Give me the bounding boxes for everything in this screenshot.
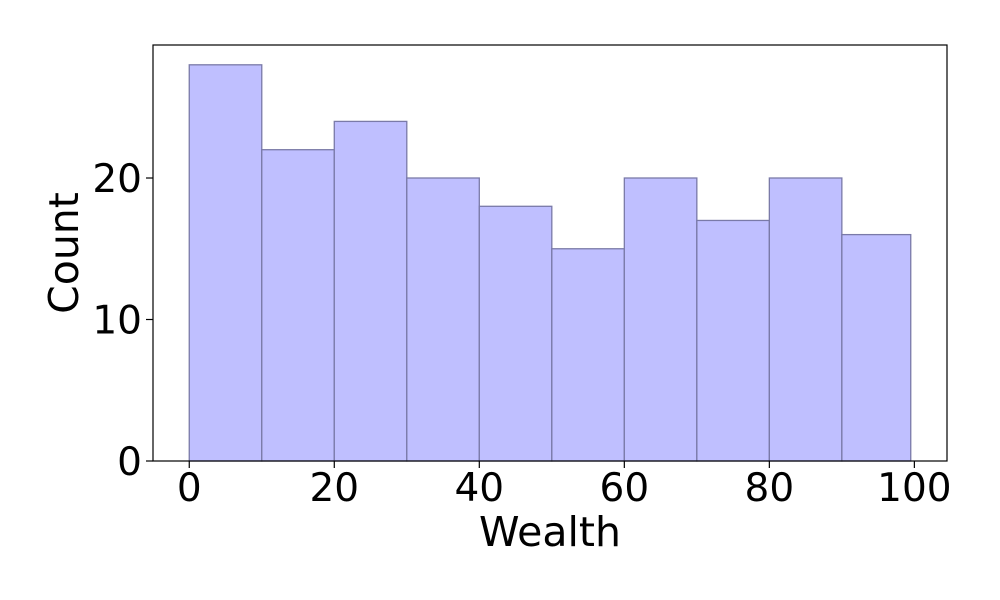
x-axis-title: Wealth: [479, 508, 621, 556]
histogram-bar-9: [841, 233, 912, 462]
histogram-bar-4: [478, 205, 553, 462]
histogram-bar-1: [261, 149, 335, 462]
histogram-bar-5: [551, 248, 625, 462]
x-tick-label-4: 80: [745, 466, 795, 511]
y-tick-label-1: 10: [92, 299, 142, 344]
x-tick-label-2: 40: [454, 466, 504, 511]
y-tick-label-0: 0: [117, 440, 142, 485]
x-tick-label-3: 60: [600, 466, 650, 511]
x-tick-label-1: 20: [309, 466, 359, 511]
histogram-bar-7: [696, 219, 770, 462]
y-tick-label-2: 20: [92, 157, 142, 202]
histogram-bar-6: [623, 177, 698, 462]
histogram-bar-3: [406, 177, 480, 462]
x-tick-label-0: 0: [177, 466, 202, 511]
histogram-bar-8: [768, 177, 843, 462]
histogram-bars: [188, 64, 912, 462]
plot-frame: [152, 44, 948, 462]
x-axis-ticks: 0 20 40 60 80 100: [177, 461, 952, 511]
histogram-bar-2: [333, 120, 408, 462]
x-tick-label-5: 100: [877, 466, 951, 511]
y-axis-ticks: 0 10 20: [92, 157, 153, 485]
histogram-bar-0: [188, 64, 263, 462]
y-axis-title: Count: [40, 192, 88, 314]
